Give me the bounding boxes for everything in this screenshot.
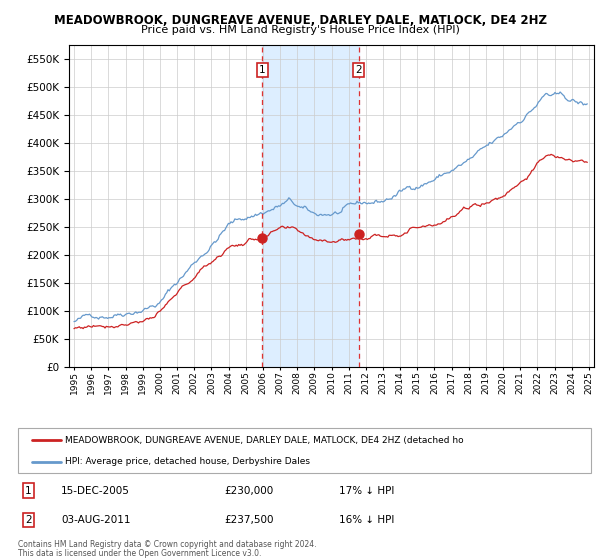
Text: 15-DEC-2005: 15-DEC-2005 (61, 486, 130, 496)
Text: Price paid vs. HM Land Registry's House Price Index (HPI): Price paid vs. HM Land Registry's House … (140, 25, 460, 35)
Text: £230,000: £230,000 (224, 486, 274, 496)
Text: 2: 2 (355, 65, 362, 75)
FancyBboxPatch shape (18, 428, 591, 473)
Text: Contains HM Land Registry data © Crown copyright and database right 2024.: Contains HM Land Registry data © Crown c… (18, 540, 317, 549)
Text: 03-AUG-2011: 03-AUG-2011 (61, 515, 130, 525)
Text: 1: 1 (25, 486, 32, 496)
Text: 17% ↓ HPI: 17% ↓ HPI (339, 486, 394, 496)
Text: This data is licensed under the Open Government Licence v3.0.: This data is licensed under the Open Gov… (18, 549, 262, 558)
Text: £237,500: £237,500 (224, 515, 274, 525)
Text: 1: 1 (259, 65, 265, 75)
Text: MEADOWBROOK, DUNGREAVE AVENUE, DARLEY DALE, MATLOCK, DE4 2HZ (detached ho: MEADOWBROOK, DUNGREAVE AVENUE, DARLEY DA… (65, 436, 464, 445)
Text: 16% ↓ HPI: 16% ↓ HPI (339, 515, 394, 525)
Text: 2: 2 (25, 515, 32, 525)
Bar (262, 45, 359, 367)
Text: MEADOWBROOK, DUNGREAVE AVENUE, DARLEY DALE, MATLOCK, DE4 2HZ: MEADOWBROOK, DUNGREAVE AVENUE, DARLEY DA… (53, 14, 547, 27)
Text: HPI: Average price, detached house, Derbyshire Dales: HPI: Average price, detached house, Derb… (65, 458, 310, 466)
